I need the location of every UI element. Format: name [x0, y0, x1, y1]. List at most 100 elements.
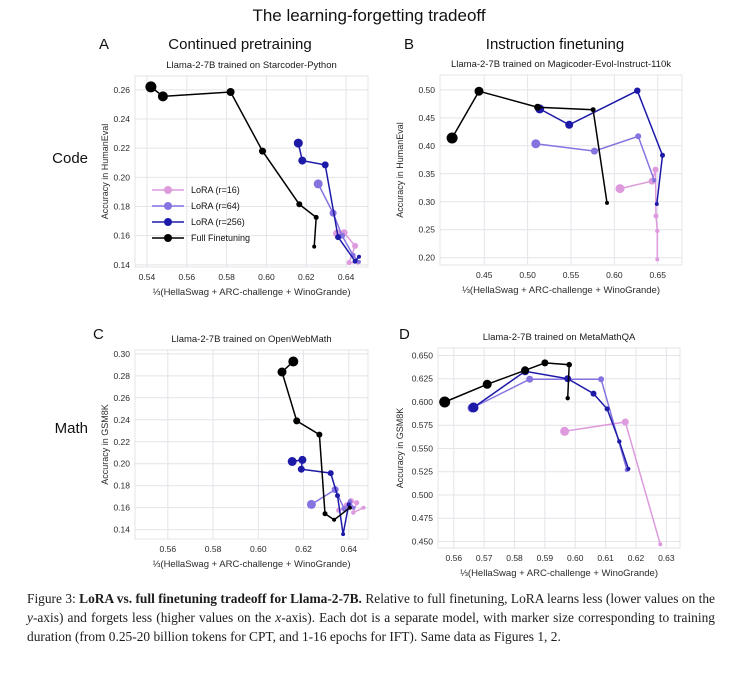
series-lora_r256	[293, 138, 361, 264]
data-point	[590, 147, 598, 155]
figure-caption: Figure 3: LoRA vs. full finetuning trade…	[27, 589, 715, 646]
chart-svg-a: 0.54 0.56 0.58 0.60 0.62 0.64 0.14 0.16 0.18 0.20…	[100, 60, 369, 298]
series-line	[451, 90, 608, 204]
data-point	[439, 396, 451, 408]
x-tick-label: 0.45	[476, 270, 493, 280]
data-point	[298, 455, 307, 464]
data-point	[541, 359, 549, 367]
chart-title: Llama-2-7B trained on Magicoder-Evol-Ins…	[451, 59, 671, 70]
row-label-code: Code	[52, 150, 88, 167]
y-tick-label: 0.24	[113, 114, 130, 124]
data-point	[655, 257, 660, 262]
data-point	[652, 178, 657, 183]
data-point	[468, 402, 479, 413]
data-point	[590, 390, 597, 397]
x-axis-label: ⅓(HellaSwag + ARC-challenge + WinoGrande…	[462, 285, 660, 296]
data-point	[615, 184, 625, 194]
x-tick-label: 0.57	[476, 553, 493, 563]
legend-label-lora_r64: LoRA (r=64)	[191, 201, 240, 211]
data-point	[297, 465, 305, 473]
series-line	[311, 488, 354, 511]
figure-title: The learning-forgetting tradeoff	[252, 6, 486, 25]
data-point	[316, 431, 323, 438]
legend-marker-lora_r256	[164, 218, 172, 226]
plot-border	[439, 74, 683, 266]
data-point	[288, 356, 299, 367]
y-tick-label: 0.45	[418, 113, 435, 123]
x-tick-label: 0.65	[649, 270, 666, 280]
caption-segment: x	[275, 610, 282, 625]
column-header-continued-pretraining: Continued pretraining	[168, 36, 312, 53]
data-point	[534, 103, 542, 111]
data-point	[157, 91, 168, 102]
data-point	[482, 379, 492, 389]
plot-border	[134, 75, 369, 268]
x-tick-label: 0.61	[597, 553, 614, 563]
x-axis-tick-labels: 0.45 0.50 0.55 0.60 0.65	[476, 270, 666, 280]
caption-segment: -axis) and forgets less (higher values o…	[32, 610, 276, 625]
y-tick-label: 0.20	[113, 172, 130, 182]
x-tick-label: 0.56	[446, 553, 463, 563]
legend-marker-lora_r16	[164, 186, 172, 194]
y-axis-tick-labels: 0.450 0.475 0.500 0.525 0.550 0.575 0.600 0.625…	[412, 350, 434, 546]
data-point	[560, 426, 570, 436]
panel-label-d: D	[399, 326, 410, 343]
data-point	[226, 88, 235, 96]
panel-label-b: B	[404, 36, 415, 53]
data-point	[347, 505, 352, 510]
data-point	[605, 200, 609, 205]
chart-svg-b: 0.45 0.50 0.55 0.60 0.65 0.20 0.25 0.30 0.35 0.40…	[395, 59, 683, 296]
panel-label-c: C	[93, 326, 104, 343]
legend-label-lora_r256: LoRA (r=256)	[191, 217, 245, 227]
y-axis-label: Accuracy in HumanEval	[100, 124, 110, 220]
data-point	[321, 161, 329, 169]
data-point	[351, 505, 356, 510]
legend-marker-lora_r64	[164, 202, 172, 210]
data-point	[566, 361, 572, 368]
y-tick-label: 0.35	[418, 169, 435, 179]
data-point	[626, 466, 631, 471]
data-point	[277, 367, 287, 377]
x-tick-label: 0.62	[298, 272, 315, 282]
chart-title: Llama-2-7B trained on MetaMathQA	[483, 332, 636, 343]
series-full_ft	[277, 356, 352, 522]
data-point	[293, 417, 301, 425]
data-point	[564, 375, 572, 383]
series-line	[535, 135, 655, 181]
data-point	[598, 376, 605, 383]
data-point	[352, 258, 358, 264]
data-point	[335, 493, 340, 499]
data-point	[634, 87, 641, 94]
data-point	[322, 511, 328, 517]
data-point	[357, 259, 361, 264]
y-tick-label: 0.650	[412, 350, 434, 360]
series-full_ft	[439, 359, 572, 408]
chart-panel-d: 0.56 0.57 0.58 0.59 0.60 0.61 0.62 0.63 0.450 0.4…	[390, 328, 720, 585]
data-point	[565, 120, 574, 129]
caption-segment: Relative to full finetuning, LoRA learns…	[361, 591, 715, 606]
gridlines	[438, 348, 680, 548]
y-tick-label: 0.22	[113, 143, 130, 153]
x-tick-label: 0.56	[179, 272, 196, 282]
chart-title: Llama-2-7B trained on OpenWebMath	[171, 334, 331, 345]
x-tick-label: 0.60	[567, 553, 584, 563]
y-tick-label: 0.14	[113, 260, 130, 270]
x-tick-label: 0.55	[563, 270, 580, 280]
x-tick-label: 0.60	[606, 270, 623, 280]
y-tick-label: 0.16	[113, 503, 130, 513]
gridlines	[135, 350, 368, 539]
x-tick-label: 0.50	[519, 270, 536, 280]
chart-title: Llama-2-7B trained on Starcoder-Python	[166, 60, 337, 71]
data-point	[653, 213, 659, 219]
data-point	[332, 517, 337, 522]
y-tick-label: 0.24	[113, 415, 130, 425]
x-tick-label: 0.56	[160, 544, 177, 554]
series-lora_r64	[467, 375, 630, 473]
x-axis-tick-labels: 0.54 0.56 0.58 0.60 0.62 0.64	[139, 272, 355, 282]
y-axis-label: Accuracy in GSM8K	[395, 408, 405, 489]
x-axis-tick-labels: 0.56 0.57 0.58 0.59 0.60 0.61 0.62 0.63	[446, 553, 675, 563]
data-point	[617, 439, 622, 444]
row-label-math: Math	[54, 420, 88, 437]
y-axis-tick-labels: 0.14 0.16 0.18 0.20 0.22 0.24 0.26	[113, 85, 130, 270]
